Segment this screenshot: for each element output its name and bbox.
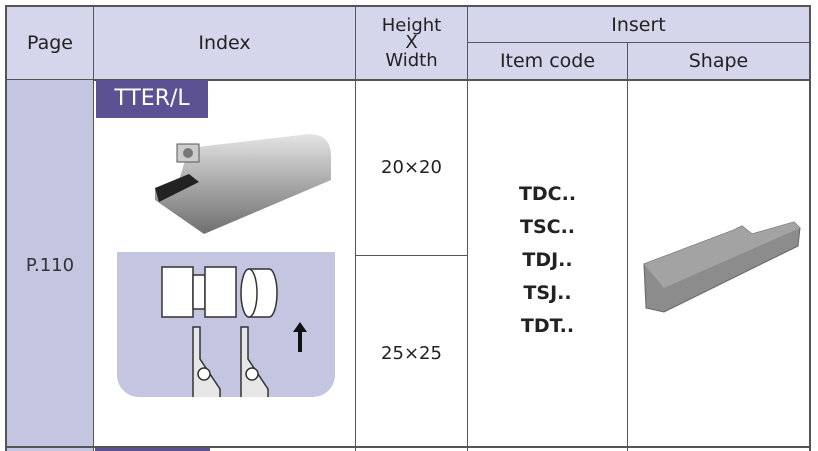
header-item-code: Item code bbox=[467, 42, 628, 81]
arrow-up-icon bbox=[293, 322, 307, 352]
shape-cell bbox=[627, 80, 811, 451]
item-code: TDT.. bbox=[520, 315, 575, 337]
item-code: TDJ.. bbox=[522, 249, 573, 271]
machining-diagram bbox=[117, 252, 335, 404]
header-index: Index bbox=[93, 5, 356, 81]
index-label: TTER/L bbox=[96, 80, 208, 118]
header-x: X bbox=[405, 32, 418, 53]
header-insert: Insert bbox=[467, 5, 811, 43]
tool-holder-image bbox=[155, 134, 331, 234]
header-shape: Shape bbox=[627, 42, 811, 81]
header-height: Height bbox=[381, 15, 442, 36]
next-index-label bbox=[95, 448, 210, 451]
item-code: TSJ.. bbox=[523, 282, 572, 304]
size-cell-1: 20×20 bbox=[355, 80, 468, 256]
header-width: Width bbox=[385, 50, 438, 71]
item-code: TDC.. bbox=[518, 183, 577, 205]
item-code-cell: TDC.. TSC.. TDJ.. TSJ.. TDT.. bbox=[467, 80, 628, 451]
row-divider bbox=[5, 446, 811, 448]
header-page: Page bbox=[5, 5, 94, 81]
page-cell: P.110 bbox=[5, 80, 94, 451]
item-code: TSC.. bbox=[519, 216, 576, 238]
header-height-width: Height X Width bbox=[355, 5, 468, 81]
index-cell: TTER/L bbox=[93, 80, 356, 451]
insert-shape-image bbox=[642, 220, 801, 313]
size-cell-2: 25×25 bbox=[355, 255, 468, 451]
